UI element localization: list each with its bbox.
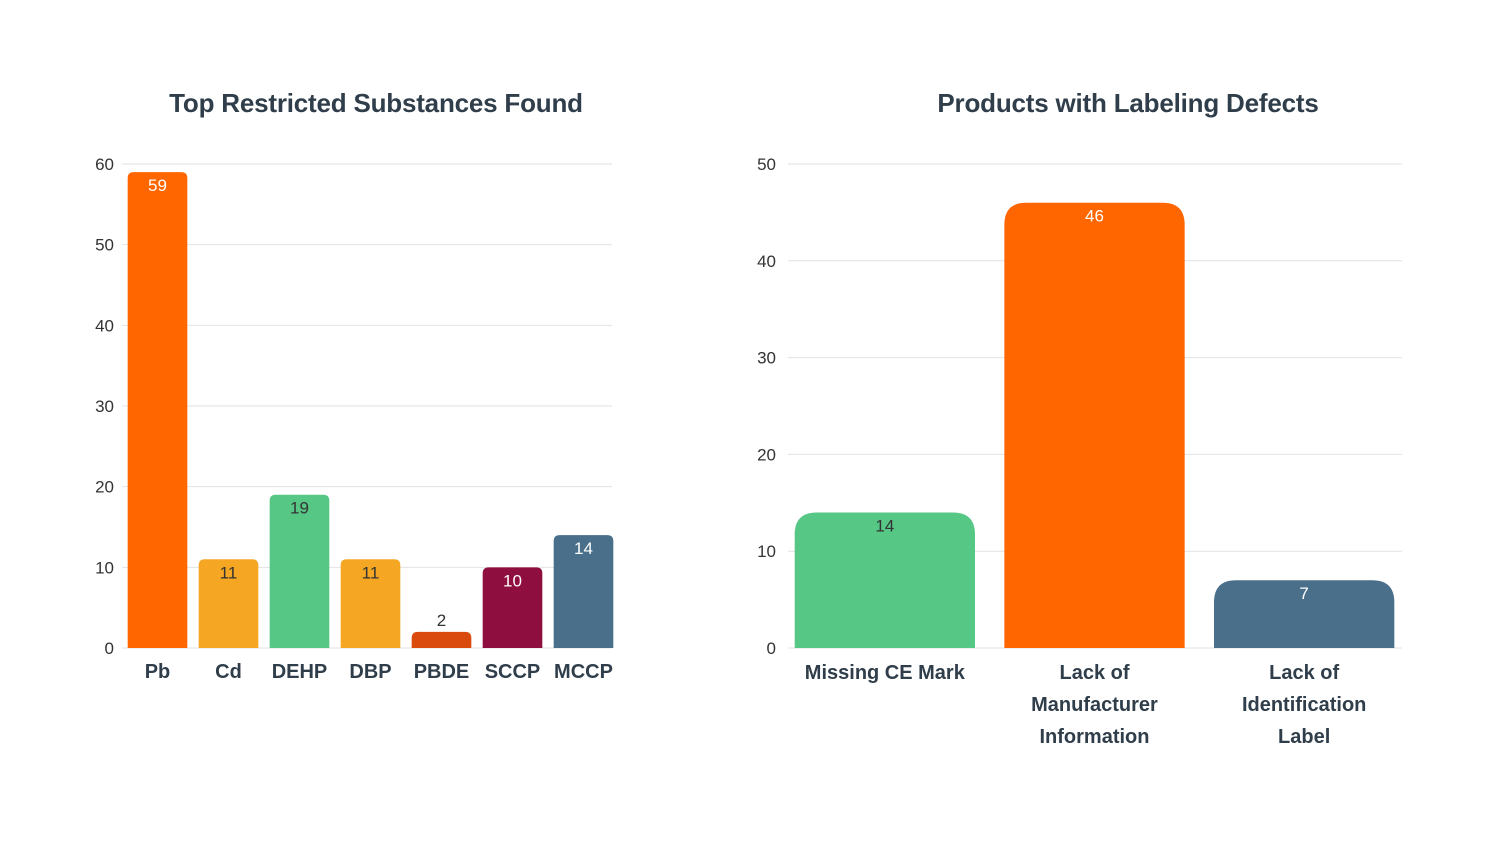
chart-right-panel: Products with Labeling Defects 0 10 20 30 40… bbox=[752, 0, 1504, 846]
y-tick-label: 20 bbox=[95, 478, 114, 497]
y-tick-label: 60 bbox=[95, 155, 114, 174]
y-tick-label: 30 bbox=[757, 349, 776, 368]
data-label: 19 bbox=[290, 499, 309, 518]
x-tick-label: Lack of Identification Label bbox=[1242, 662, 1366, 748]
x-tick-label: Lack of Manufacturer Information bbox=[1031, 662, 1158, 748]
chart-title: Products with Labeling Defects bbox=[937, 88, 1319, 118]
x-tick-label: DEHP bbox=[272, 661, 328, 683]
bar bbox=[269, 494, 330, 648]
x-tick-label: MCCP bbox=[554, 661, 613, 683]
bar bbox=[340, 559, 401, 648]
bar bbox=[1004, 202, 1185, 648]
bar bbox=[411, 631, 472, 648]
data-label: 2 bbox=[437, 611, 446, 630]
y-tick-label: 30 bbox=[95, 397, 114, 416]
x-tick-label: PBDE bbox=[414, 661, 470, 683]
y-tick-label: 40 bbox=[95, 316, 114, 335]
bar bbox=[553, 535, 614, 648]
data-label: 14 bbox=[875, 516, 894, 535]
data-label: 14 bbox=[574, 539, 593, 558]
y-tick-label: 0 bbox=[767, 639, 776, 658]
x-tick-label: Missing CE Mark bbox=[805, 662, 966, 684]
y-tick-label: 10 bbox=[757, 542, 776, 561]
data-label: 10 bbox=[503, 571, 522, 590]
y-tick-label: 50 bbox=[95, 236, 114, 255]
x-tick-label: Cd bbox=[215, 661, 242, 683]
data-label: 11 bbox=[220, 563, 238, 582]
chart-title: Top Restricted Substances Found bbox=[169, 88, 583, 118]
chart-right-svg: 0 10 20 30 40 50 14 Missing CE Mark 46 Lack of Man… bbox=[757, 155, 1402, 748]
x-tick-label: Pb bbox=[145, 661, 171, 683]
y-tick-label: 40 bbox=[757, 252, 776, 271]
y-tick-label: 20 bbox=[757, 445, 776, 464]
x-tick-label: SCCP bbox=[485, 661, 541, 683]
bar bbox=[127, 172, 188, 649]
y-tick-label: 50 bbox=[757, 155, 776, 174]
y-tick-label: 10 bbox=[95, 558, 114, 577]
bar bbox=[198, 559, 259, 648]
bar bbox=[482, 567, 543, 648]
y-tick-label: 0 bbox=[105, 639, 114, 658]
data-label: 11 bbox=[362, 563, 380, 582]
chart-left-panel: Top Restricted Substances Found 0 10 20 30 4… bbox=[95, 88, 614, 683]
x-tick-label: DBP bbox=[349, 661, 391, 683]
chart-left-svg: 0 10 20 30 40 50 60 59 Pb 11 Cd 19 DEHP 11 DBP 2 PBDE 10 S… bbox=[95, 155, 614, 683]
bar bbox=[794, 512, 975, 648]
data-label: 59 bbox=[148, 176, 167, 195]
data-label: 7 bbox=[1299, 584, 1308, 603]
bar bbox=[1214, 580, 1395, 648]
data-label: 46 bbox=[1085, 207, 1104, 226]
